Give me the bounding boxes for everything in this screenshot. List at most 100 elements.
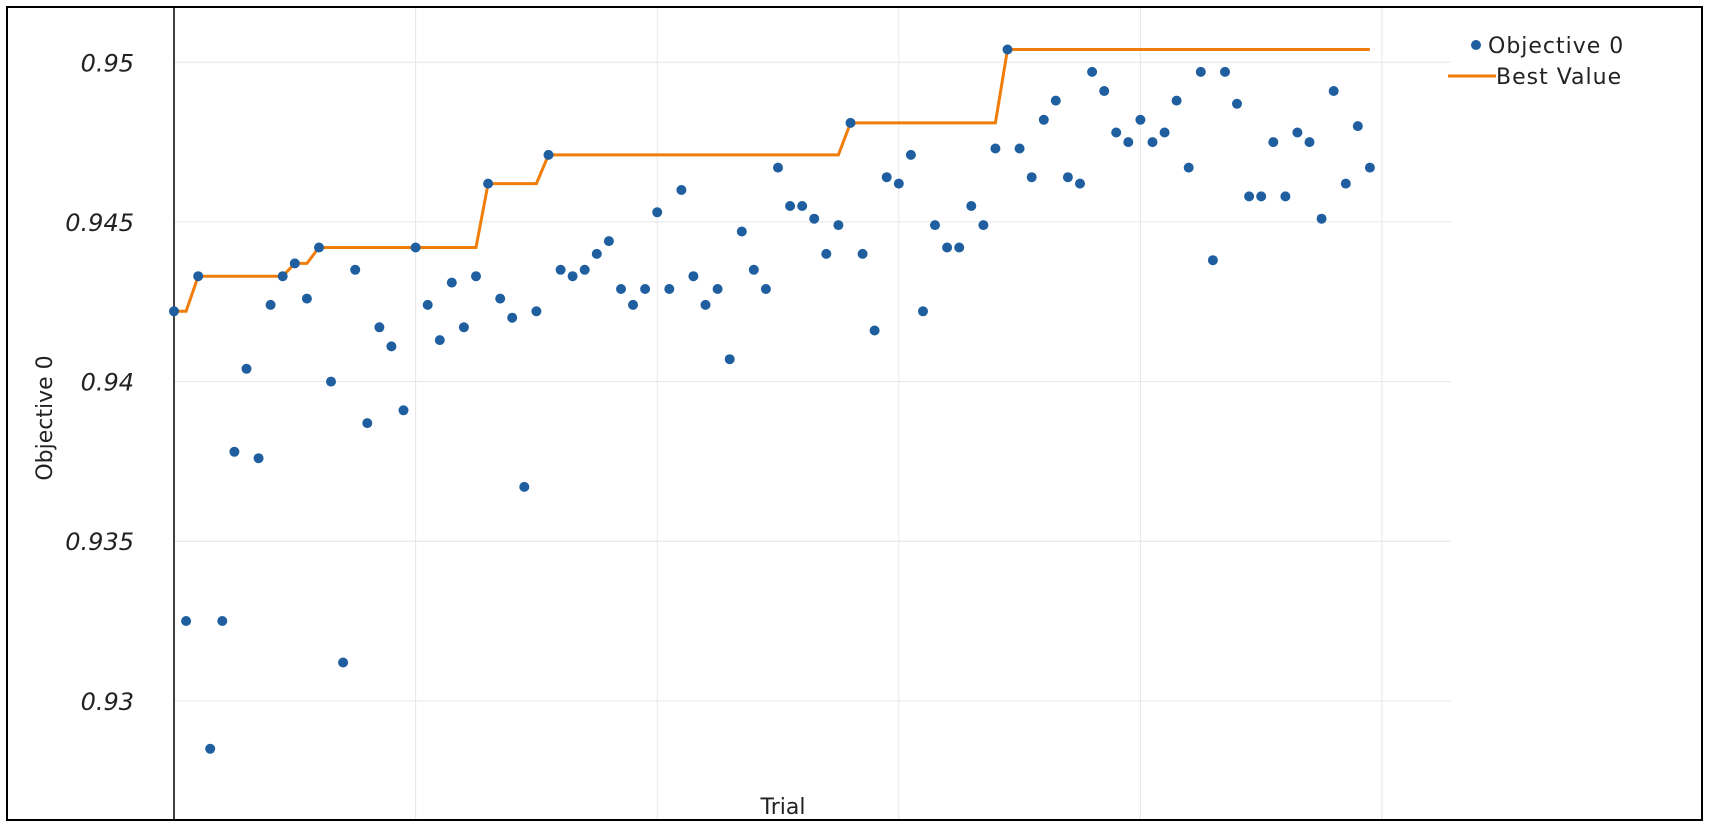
objective-marker bbox=[821, 248, 832, 259]
objective-marker bbox=[591, 248, 602, 259]
objective-marker bbox=[434, 335, 445, 346]
objective-marker bbox=[724, 354, 735, 365]
objective-marker bbox=[664, 284, 675, 294]
objective-marker bbox=[314, 242, 324, 253]
objective-marker bbox=[398, 405, 409, 416]
objective-marker bbox=[869, 325, 880, 336]
objective-marker bbox=[1014, 143, 1025, 154]
y-axis-title: Objective 0 bbox=[33, 355, 58, 480]
objective-marker bbox=[809, 213, 820, 224]
y-tick-label: 0.935 bbox=[65, 528, 134, 556]
objective-marker bbox=[229, 446, 240, 457]
objective-marker bbox=[1171, 95, 1182, 106]
objective-marker bbox=[966, 201, 977, 211]
objective-marker bbox=[700, 299, 711, 310]
objective-marker bbox=[386, 341, 397, 352]
objective-marker bbox=[1364, 162, 1375, 173]
objective-marker bbox=[543, 149, 554, 160]
objective-marker bbox=[1026, 172, 1037, 183]
objective-marker bbox=[1340, 178, 1351, 189]
objective-marker bbox=[1207, 255, 1218, 266]
objective-marker bbox=[362, 418, 373, 429]
objective-marker bbox=[1087, 66, 1098, 77]
objective-marker bbox=[301, 293, 312, 304]
objective-marker bbox=[905, 149, 916, 160]
objective-marker bbox=[1244, 191, 1255, 202]
objective-marker bbox=[640, 284, 651, 294]
objective-marker bbox=[1316, 213, 1327, 224]
objective-marker bbox=[567, 271, 578, 282]
objective-marker bbox=[1002, 44, 1013, 55]
objective-marker bbox=[797, 201, 808, 211]
y-tick-labels: 0.93 0.935 0.94 0.945 0.95 bbox=[65, 49, 134, 716]
objective-marker bbox=[930, 220, 940, 231]
objective-marker bbox=[1123, 137, 1134, 148]
objective-marker bbox=[616, 284, 626, 294]
objective-marker bbox=[181, 616, 192, 626]
objective-marker bbox=[253, 453, 264, 464]
objective-marker bbox=[688, 271, 699, 282]
grid-layer bbox=[174, 8, 1451, 819]
objective-marker bbox=[1232, 98, 1242, 109]
objective-marker bbox=[918, 306, 928, 317]
objective-marker bbox=[422, 299, 433, 310]
x-axis-title: Trial bbox=[760, 795, 806, 819]
objective-marker bbox=[471, 271, 481, 282]
objective-marker bbox=[1292, 127, 1303, 138]
y-tick-label: 0.94 bbox=[81, 369, 134, 397]
objective-marker bbox=[519, 481, 530, 492]
y-tick-label: 0.95 bbox=[81, 49, 134, 77]
legend-objective-marker bbox=[1471, 40, 1481, 50]
objective-marker bbox=[1075, 178, 1085, 189]
objective-marker bbox=[1256, 191, 1267, 202]
legend: Objective 0 Best Value bbox=[1448, 34, 1624, 90]
objective-marker bbox=[954, 242, 965, 253]
objective-marker bbox=[712, 284, 723, 294]
objective-marker bbox=[1135, 114, 1146, 125]
objective-marker bbox=[1111, 127, 1122, 138]
y-tick-label: 0.945 bbox=[65, 209, 134, 237]
objective-marker bbox=[1268, 137, 1279, 148]
legend-best-value-label: Best Value bbox=[1496, 65, 1622, 90]
objective-marker bbox=[483, 178, 494, 189]
objective-marker bbox=[374, 322, 385, 333]
objective-marker bbox=[845, 117, 856, 128]
objective-marker bbox=[748, 264, 759, 275]
objective-marker bbox=[1062, 172, 1073, 183]
objective-marker bbox=[458, 322, 469, 333]
objective-marker bbox=[1183, 162, 1194, 173]
objective-marker bbox=[579, 264, 590, 275]
objective-marker bbox=[555, 264, 566, 275]
objective-marker bbox=[1304, 137, 1315, 148]
objective-marker bbox=[410, 242, 421, 253]
objective-marker bbox=[773, 162, 783, 173]
objective-marker bbox=[881, 172, 892, 183]
objective-marker bbox=[833, 220, 844, 231]
objective-marker bbox=[277, 271, 288, 282]
objective-marker bbox=[1147, 137, 1158, 148]
objective-marker bbox=[1352, 121, 1363, 132]
objective-marker bbox=[1050, 95, 1061, 106]
objective-marker bbox=[942, 242, 953, 253]
objective-marker bbox=[205, 743, 216, 754]
objective-marker bbox=[1220, 66, 1230, 77]
objective-marker bbox=[1280, 191, 1291, 202]
objective-marker bbox=[990, 143, 1001, 154]
objective-marker bbox=[978, 220, 989, 231]
objective-marker bbox=[1195, 66, 1206, 77]
objective-marker bbox=[350, 264, 361, 275]
objective-marker bbox=[676, 185, 687, 195]
objective-marker bbox=[1159, 127, 1170, 138]
objective-marker bbox=[338, 657, 349, 668]
objective-marker bbox=[785, 201, 796, 211]
objective-marker bbox=[1099, 86, 1110, 96]
objective-marker bbox=[169, 306, 179, 317]
y-tick-label: 0.93 bbox=[81, 688, 134, 716]
chart-plot: 0.93 0.935 0.94 0.945 0.95 Objective 0 Trial… bbox=[33, 8, 1624, 819]
objective-marker bbox=[446, 277, 457, 288]
legend-objective-label: Objective 0 bbox=[1488, 34, 1624, 59]
objective-marker bbox=[857, 248, 868, 259]
objective-marker bbox=[326, 376, 336, 387]
objective-marker bbox=[760, 284, 771, 294]
objective-marker bbox=[507, 312, 518, 323]
